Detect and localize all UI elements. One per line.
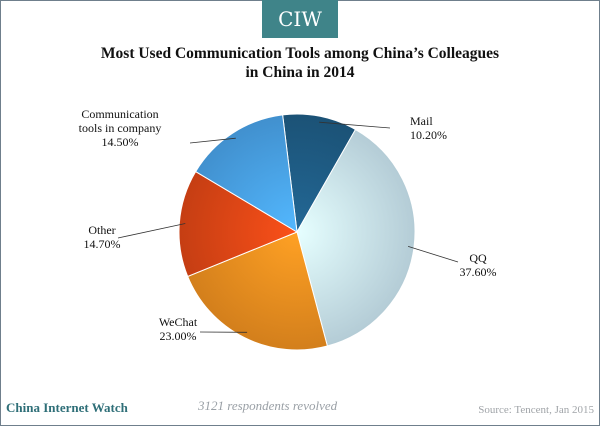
chart-title: Most Used Communication Tools among Chin…	[40, 44, 560, 82]
slice-label-0: Mail 10.20%	[410, 114, 447, 142]
respondents-note: 3121 respondents revolved	[198, 398, 338, 413]
ciw-logo: CIW	[262, 0, 338, 38]
slice-label-2: WeChat 23.00%	[159, 315, 198, 343]
slice-name-4: Communication	[81, 107, 158, 121]
slice-value-2: 23.00%	[160, 329, 197, 343]
pie-slice-3	[178, 170, 299, 278]
leader-line-3	[117, 223, 186, 239]
brand-name: China Internet Watch	[6, 400, 128, 415]
slice-name-1: QQ	[469, 251, 487, 265]
pie-slice-1	[296, 128, 416, 347]
leader-line-4	[189, 137, 236, 144]
slice-value-1: 37.60%	[460, 265, 497, 279]
leader-lines	[117, 121, 459, 333]
leader-line-0	[319, 121, 391, 129]
slice-value-4: 14.50%	[102, 135, 139, 149]
pie-slice-0	[282, 113, 357, 234]
slice-label-1: QQ 37.60%	[460, 251, 497, 279]
pie-slices	[178, 113, 416, 351]
slice-name-4: tools in company	[79, 121, 162, 135]
source-note: Source: Tencent, Jan 2015	[478, 404, 594, 416]
slice-label-4: Communication tools in company 14.50%	[79, 107, 162, 149]
slice-name-2: WeChat	[159, 315, 198, 329]
pie-slice-2	[187, 231, 328, 351]
slice-name-3: Other	[88, 223, 115, 237]
slice-name-0: Mail	[410, 114, 433, 128]
leader-line-1	[407, 246, 459, 263]
slice-labels: Mail 10.20% QQ 37.60% WeChat 23.00% Other 14.70…	[79, 107, 497, 343]
slice-value-3: 14.70%	[84, 237, 121, 251]
pie-slice-4	[194, 114, 298, 233]
slice-value-0: 10.20%	[410, 128, 447, 142]
chart-title-line-2: in China in 2014	[245, 64, 355, 81]
chart-title-line-1: Most Used Communication Tools among Chin…	[100, 45, 500, 62]
slice-label-3: Other 14.70%	[84, 223, 121, 251]
